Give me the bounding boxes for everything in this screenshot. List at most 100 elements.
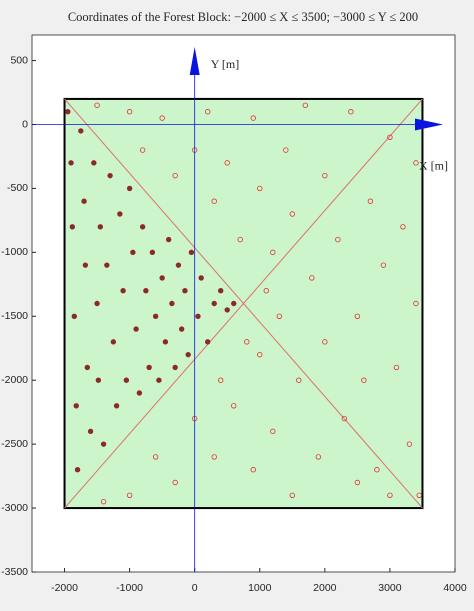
- point: [224, 160, 230, 166]
- point: [91, 160, 97, 166]
- point: [354, 313, 361, 319]
- point: [94, 102, 100, 109]
- point: [159, 275, 165, 281]
- point: [380, 262, 387, 268]
- point: [406, 441, 413, 447]
- y-tick-label: -3000: [1, 502, 28, 514]
- y-tick-label: -2500: [1, 438, 28, 450]
- point: [82, 262, 89, 268]
- point: [73, 403, 79, 409]
- point: [178, 326, 185, 332]
- point: [172, 479, 178, 486]
- point: [257, 351, 263, 358]
- point: [322, 172, 328, 179]
- point: [94, 300, 100, 307]
- point: [413, 160, 419, 166]
- y-tick-label: -1500: [1, 310, 28, 322]
- chart-title: Coordinates of the Forest Block: −2000 ≤…: [68, 10, 418, 24]
- point: [224, 307, 230, 313]
- point: [231, 300, 237, 307]
- point: [182, 288, 188, 294]
- point: [146, 364, 152, 371]
- point: [169, 300, 175, 307]
- point: [218, 288, 224, 294]
- point: [276, 313, 282, 319]
- point: [289, 211, 296, 217]
- point: [302, 102, 309, 109]
- point: [315, 454, 322, 460]
- point: [126, 109, 133, 115]
- point: [69, 224, 76, 230]
- point: [296, 377, 302, 383]
- x-tick-label: -1000: [116, 582, 143, 594]
- point: [211, 454, 217, 460]
- point: [231, 403, 237, 409]
- point: [205, 109, 211, 115]
- point: [126, 492, 133, 498]
- point: [175, 262, 182, 268]
- x-tick-label: 3000: [378, 582, 402, 594]
- point: [78, 128, 84, 134]
- point: [393, 364, 400, 371]
- point: [289, 492, 296, 498]
- x-tick-label: 2000: [313, 582, 337, 594]
- x-tick-label: 1000: [248, 582, 272, 594]
- point: [165, 236, 172, 243]
- point: [81, 198, 87, 204]
- point: [172, 172, 178, 179]
- point: [250, 115, 256, 121]
- point: [74, 467, 81, 473]
- point: [416, 492, 422, 498]
- point: [152, 454, 159, 460]
- point: [136, 390, 143, 396]
- point: [367, 198, 374, 204]
- point: [133, 326, 139, 332]
- point: [113, 403, 120, 409]
- x-tick-label: 4000: [443, 582, 467, 594]
- x-tick-label: -2000: [51, 582, 78, 594]
- point: [387, 492, 393, 498]
- point: [244, 339, 250, 345]
- point: [270, 249, 276, 256]
- point: [270, 428, 276, 435]
- point: [172, 364, 178, 371]
- point: [185, 351, 191, 358]
- point: [143, 288, 149, 294]
- point: [149, 249, 156, 256]
- y-axis-arrow: [189, 47, 200, 75]
- y-tick-label: -2000: [1, 374, 28, 386]
- point: [335, 236, 341, 243]
- point: [322, 339, 328, 345]
- point: [156, 377, 162, 383]
- point: [139, 224, 146, 230]
- point: [97, 224, 104, 230]
- point: [263, 288, 269, 294]
- point: [257, 185, 263, 192]
- point: [159, 115, 165, 121]
- point: [188, 249, 195, 256]
- x-annotation: X [m]: [419, 158, 448, 172]
- point: [250, 467, 256, 473]
- point: [413, 300, 419, 307]
- point: [130, 249, 136, 256]
- point: [283, 147, 289, 153]
- y-tick-label: -3500: [1, 566, 28, 578]
- y-tick-label: 500: [10, 54, 28, 66]
- y-tick-label: -500: [7, 182, 28, 194]
- y-annotation: Y [m]: [211, 57, 240, 71]
- point: [309, 275, 315, 281]
- point: [126, 185, 133, 192]
- point: [68, 160, 74, 166]
- point: [211, 300, 217, 307]
- point: [110, 339, 117, 345]
- point: [100, 441, 107, 447]
- point: [198, 275, 204, 281]
- point: [237, 236, 243, 243]
- point: [95, 377, 102, 383]
- point: [354, 479, 361, 486]
- point: [387, 134, 393, 140]
- point: [107, 172, 113, 179]
- point: [65, 109, 71, 115]
- y-tick-label: 0: [22, 118, 28, 130]
- y-tick-label: -1000: [1, 246, 28, 258]
